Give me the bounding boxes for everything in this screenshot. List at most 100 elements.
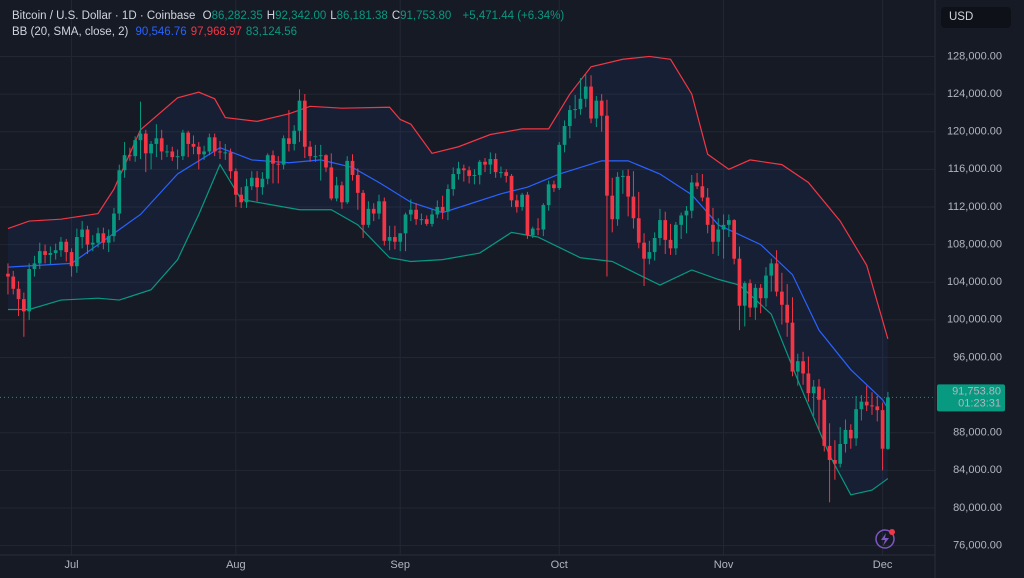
candle-body — [806, 373, 811, 394]
candle-body — [59, 241, 63, 251]
candle-body — [684, 210, 689, 216]
candle-body — [446, 189, 450, 212]
candle-body — [636, 218, 641, 243]
candle-body — [541, 205, 546, 230]
candle-body — [578, 98, 583, 110]
candle-body — [334, 185, 339, 199]
candle-body — [154, 138, 159, 144]
ohlc: O86,282.35 H92,342.00 L86,181.38 C91,753.80 — [203, 10, 456, 22]
candle-body — [785, 304, 790, 323]
candle-body — [499, 172, 503, 174]
candle-body — [705, 197, 710, 225]
y-tick-label: 128,000.00 — [947, 50, 1002, 62]
candle-body — [212, 137, 217, 152]
candle-body — [652, 237, 657, 253]
candle-body — [838, 444, 843, 464]
candle-body — [774, 263, 779, 292]
candle-body — [255, 177, 259, 188]
candle-body — [827, 445, 832, 460]
y-tick-label: 76,000.00 — [953, 539, 1002, 551]
candle-body — [599, 100, 604, 116]
candle-body — [318, 155, 323, 157]
candle-body — [727, 220, 731, 225]
candle-body — [419, 219, 424, 221]
candle-body — [674, 224, 678, 249]
candle-body — [223, 152, 228, 154]
candle-body — [742, 283, 747, 306]
candle-body — [668, 239, 673, 249]
candle-body — [175, 156, 180, 158]
x-tick-label: Dec — [873, 559, 893, 571]
price-label-box — [937, 384, 1005, 412]
candle-body — [398, 233, 403, 242]
ohlc-value: 86,282.35 — [211, 10, 263, 22]
ohlc-value: 86,181.38 — [336, 10, 388, 22]
candle-body — [552, 184, 556, 189]
candle-body — [700, 186, 705, 198]
candle-body — [191, 143, 196, 147]
y-tick-label: 80,000.00 — [953, 502, 1002, 514]
candle-body — [207, 137, 212, 152]
candle-body — [75, 237, 79, 267]
y-tick-label: 116,000.00 — [948, 163, 1002, 175]
x-tick-label: Sep — [390, 559, 410, 571]
candle-body — [149, 143, 153, 154]
candle-body — [620, 175, 625, 177]
x-tick-label: Aug — [226, 559, 246, 571]
candle-body — [456, 168, 461, 175]
candle-body — [689, 182, 694, 211]
candle-body — [546, 184, 551, 206]
currency-button[interactable]: USD — [941, 7, 1011, 28]
candle-body — [461, 168, 466, 171]
candle-body — [801, 361, 805, 374]
candle-body — [387, 237, 392, 241]
candle-body — [451, 174, 456, 190]
candle-body — [626, 175, 631, 197]
icon-ring — [875, 529, 895, 549]
candle-body — [228, 152, 233, 172]
change: +5,471.44 (+6.34%) — [462, 10, 565, 22]
band-line — [7, 55, 889, 340]
candle-body — [138, 133, 143, 141]
ohlc-value: 91,753.80 — [400, 10, 452, 22]
candle-body — [790, 322, 795, 372]
candle-body — [287, 138, 291, 144]
candle-body — [371, 208, 376, 214]
candle-body — [133, 140, 138, 157]
candle-body — [642, 242, 646, 259]
candle-body — [716, 229, 721, 242]
icon-bolt — [881, 533, 889, 546]
candle-body — [679, 215, 684, 225]
y-tick-label: 88,000.00 — [953, 427, 1002, 439]
candle-body — [265, 155, 270, 179]
candle-body — [520, 194, 524, 207]
ohlc-key: O — [202, 10, 212, 22]
candle-body — [324, 155, 328, 168]
candle-body — [605, 115, 609, 196]
candle-body — [260, 178, 265, 188]
candle-body — [695, 182, 699, 187]
candle-body — [117, 170, 122, 214]
candle-body — [302, 100, 307, 147]
candle-body — [732, 220, 737, 259]
candle-body — [647, 252, 652, 259]
candle-body — [875, 406, 880, 411]
candle-body — [53, 250, 58, 254]
candle-body — [504, 172, 509, 176]
x-tick-label: Oct — [551, 559, 568, 571]
candle-body — [308, 146, 312, 157]
grid — [0, 0, 935, 555]
candle-body — [848, 429, 853, 439]
y-tick-label: 96,000.00 — [953, 351, 1002, 363]
ohlc-value: 92,342.00 — [275, 10, 327, 22]
y-tick-label: 112,000.00 — [948, 201, 1002, 213]
candle-body — [292, 130, 297, 144]
indicator-legend: BB (20, SMA, close, 2) 90,546.76 97,968.9… — [12, 26, 305, 38]
candle-body — [249, 177, 254, 187]
price-label: 91,753.80 — [952, 385, 1001, 397]
candle-body — [886, 397, 890, 449]
y-tick-label: 104,000.00 — [947, 276, 1002, 288]
candle-body — [711, 224, 715, 242]
candle-body — [573, 109, 577, 111]
